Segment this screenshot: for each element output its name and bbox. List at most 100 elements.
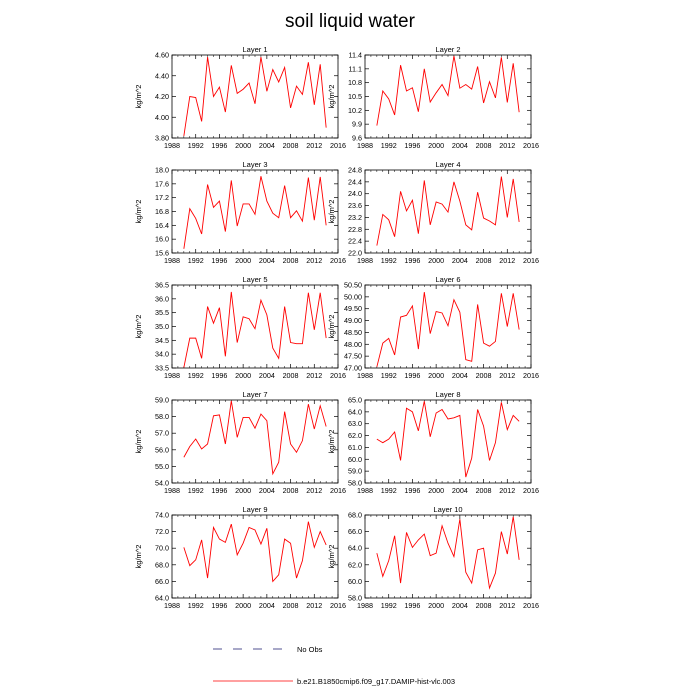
y-tick-label: 48.50 <box>344 328 362 337</box>
x-tick-label: 2004 <box>452 371 468 380</box>
y-tick-label: 18.0 <box>155 166 169 175</box>
x-tick-label: 2012 <box>499 371 515 380</box>
x-tick-label: 1992 <box>381 486 397 495</box>
x-tick-label: 2004 <box>259 486 275 495</box>
y-tick-label: 16.0 <box>155 235 169 244</box>
x-tick-label: 1988 <box>357 371 373 380</box>
panel-title: Layer 7 <box>242 390 267 399</box>
x-tick-label: 1988 <box>164 141 180 150</box>
y-tick-label: 35.5 <box>155 308 169 317</box>
x-tick-label: 1996 <box>211 371 227 380</box>
y-tick-label: 17.6 <box>155 179 169 188</box>
x-tick-label: 1996 <box>404 371 420 380</box>
panel-layer-8: Layer 8 kg/m^2 1988 1992 1996 2000 2004 2008 201… <box>327 390 539 495</box>
panel-layer-10: Layer 10 kg/m^2 1988 1992 1996 2000 2004 2008 20… <box>327 505 539 610</box>
x-tick-label: 2008 <box>283 601 299 610</box>
x-tick-label: 1992 <box>188 256 204 265</box>
x-tick-label: 1996 <box>404 256 420 265</box>
x-tick-label: 2008 <box>476 256 492 265</box>
x-tick-label: 2000 <box>235 486 251 495</box>
x-tick-label: 1996 <box>404 486 420 495</box>
series-line <box>376 176 520 246</box>
legend-model-label: b.e21.B1850cmip6.f09_g17.DAMIP-hist-vlc.… <box>297 677 455 686</box>
panel-layer-9: Layer 9 kg/m^2 1988 1992 1996 2000 2004 2008 201… <box>134 505 346 610</box>
y-tick-label: 22.8 <box>348 225 362 234</box>
y-tick-label: 22.4 <box>348 237 362 246</box>
y-tick-label: 61.0 <box>348 443 362 452</box>
x-tick-label: 2004 <box>452 141 468 150</box>
panel-title: Layer 6 <box>435 275 460 284</box>
x-tick-label: 2000 <box>235 371 251 380</box>
y-tick-label: 72.0 <box>155 527 169 536</box>
x-tick-label: 2000 <box>428 601 444 610</box>
y-tick-label: 54.0 <box>155 479 169 488</box>
x-tick-label: 1992 <box>188 486 204 495</box>
y-tick-label: 62.0 <box>348 560 362 569</box>
y-axis-label: kg/m^2 <box>134 85 143 109</box>
x-tick-label: 1988 <box>164 486 180 495</box>
x-tick-label: 1988 <box>164 371 180 380</box>
x-tick-label: 2000 <box>235 256 251 265</box>
x-tick-label: 1996 <box>211 601 227 610</box>
x-tick-label: 1996 <box>211 486 227 495</box>
x-tick-label: 1992 <box>188 601 204 610</box>
x-tick-label: 2000 <box>428 141 444 150</box>
x-tick-label: 1988 <box>164 601 180 610</box>
x-tick-label: 2004 <box>452 601 468 610</box>
y-tick-label: 58.0 <box>155 412 169 421</box>
legend: No Obs b.e21.B1850cmip6.f09_g17.DAMIP-hi… <box>213 645 455 686</box>
y-tick-label: 56.0 <box>155 445 169 454</box>
y-axis-label: kg/m^2 <box>327 545 336 569</box>
x-tick-label: 2008 <box>476 141 492 150</box>
panels: Layer 1 kg/m^2 1988 1992 1996 2000 2004 2008 201… <box>134 45 539 610</box>
x-tick-label: 2008 <box>283 486 299 495</box>
y-tick-label: 4.40 <box>155 71 169 80</box>
y-tick-label: 49.50 <box>344 304 362 313</box>
x-tick-label: 2016 <box>330 486 346 495</box>
plot-frame <box>364 399 532 484</box>
panel-title: Layer 4 <box>435 160 460 169</box>
x-tick-label: 1996 <box>404 601 420 610</box>
y-tick-label: 64.0 <box>348 407 362 416</box>
y-tick-label: 74.0 <box>155 511 169 520</box>
x-tick-label: 2008 <box>476 601 492 610</box>
y-tick-label: 63.0 <box>348 419 362 428</box>
panel-layer-1: Layer 1 kg/m^2 1988 1992 1996 2000 2004 2008 201… <box>134 45 346 150</box>
panel-title: Layer 9 <box>242 505 267 514</box>
y-axis-label: kg/m^2 <box>134 545 143 569</box>
y-tick-label: 35.0 <box>155 322 169 331</box>
series-line <box>183 56 327 136</box>
x-tick-label: 2008 <box>476 486 492 495</box>
x-tick-label: 2004 <box>259 256 275 265</box>
panel-title: Layer 10 <box>433 505 462 514</box>
y-tick-label: 4.20 <box>155 92 169 101</box>
x-tick-label: 2016 <box>523 141 539 150</box>
y-tick-label: 48.00 <box>344 340 362 349</box>
series-line <box>376 401 520 478</box>
y-axis-label: kg/m^2 <box>327 200 336 224</box>
y-tick-label: 68.0 <box>155 560 169 569</box>
x-tick-label: 2008 <box>283 256 299 265</box>
x-tick-label: 1992 <box>381 256 397 265</box>
x-tick-label: 1992 <box>381 601 397 610</box>
y-tick-label: 57.0 <box>155 429 169 438</box>
y-tick-label: 24.8 <box>348 166 362 175</box>
x-tick-label: 1996 <box>211 141 227 150</box>
x-tick-label: 2012 <box>499 601 515 610</box>
x-tick-label: 1992 <box>381 371 397 380</box>
y-tick-label: 10.5 <box>348 92 362 101</box>
x-tick-label: 2012 <box>306 371 322 380</box>
x-tick-label: 2008 <box>283 371 299 380</box>
y-axis-label: kg/m^2 <box>327 85 336 109</box>
x-tick-label: 2016 <box>330 371 346 380</box>
x-tick-label: 2012 <box>306 486 322 495</box>
plot-frame <box>171 284 339 369</box>
y-tick-label: 9.6 <box>352 134 362 143</box>
y-tick-label: 64.0 <box>348 544 362 553</box>
y-tick-label: 4.60 <box>155 51 169 60</box>
y-tick-label: 70.0 <box>155 544 169 553</box>
x-tick-label: 1988 <box>357 141 373 150</box>
x-tick-label: 1996 <box>211 256 227 265</box>
panel-layer-7: Layer 7 kg/m^2 1988 1992 1996 2000 2004 2008 201… <box>134 390 346 495</box>
